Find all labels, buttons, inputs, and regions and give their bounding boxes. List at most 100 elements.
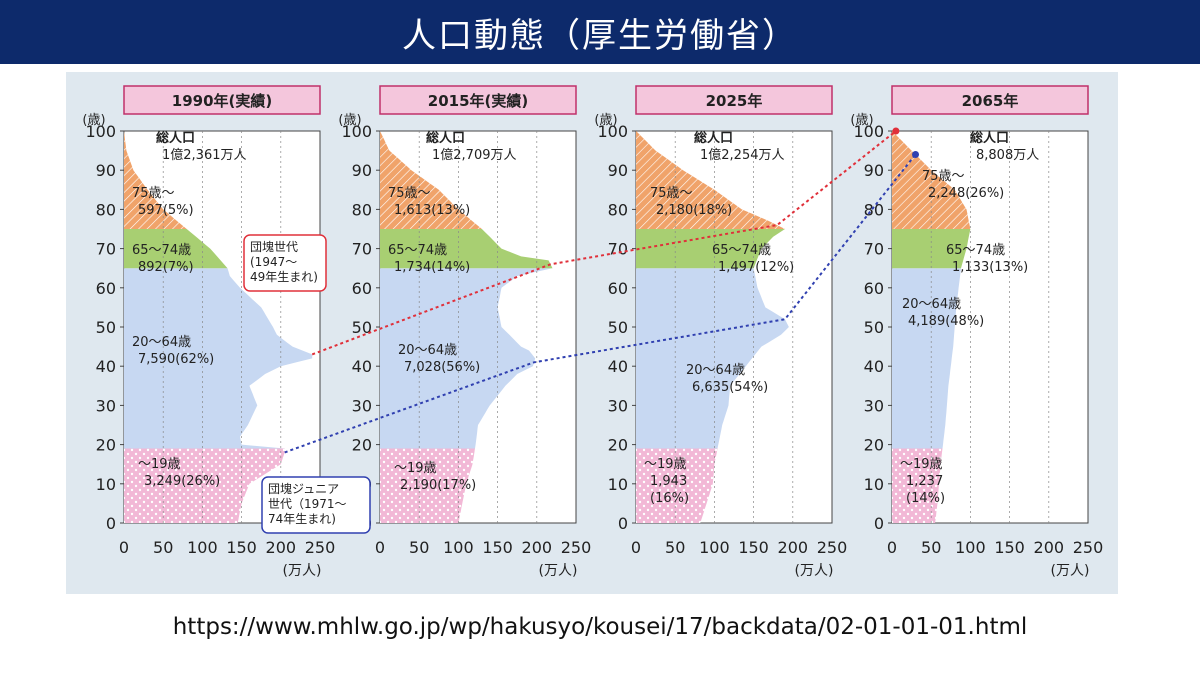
y-axis-unit: (歳) <box>594 113 617 128</box>
group-label: 75歳～ <box>922 169 965 184</box>
group-label: 65～74歳 <box>712 243 771 258</box>
callout-text: 74年生まれ) <box>268 512 336 526</box>
group-label: 20～64歳 <box>902 297 961 312</box>
y-tick-label: 80 <box>864 200 884 219</box>
x-tick-label: 100 <box>955 538 986 557</box>
y-tick-label: 50 <box>608 318 628 337</box>
source-url[interactable]: https://www.mhlw.go.jp/wp/hakusyo/kousei… <box>172 614 1028 640</box>
callout-text: 49年生まれ) <box>250 270 318 284</box>
x-tick-label: 150 <box>738 538 769 557</box>
group-value: 2,190(17%) <box>400 478 476 493</box>
total-label: 総人口 <box>694 130 733 146</box>
group-value: 1,133(13%) <box>952 260 1028 275</box>
group-label: ～19歳 <box>394 461 437 476</box>
y-tick-label: 60 <box>352 279 372 298</box>
group-value: (16%) <box>650 491 689 506</box>
y-tick-label: 40 <box>864 357 884 376</box>
x-tick-label: 0 <box>631 538 641 557</box>
panel-header-box <box>123 85 321 115</box>
y-tick-label: 30 <box>864 396 884 415</box>
y-tick-label: 10 <box>864 475 884 494</box>
y-tick-label: 90 <box>608 161 628 180</box>
x-tick-label: 0 <box>375 538 385 557</box>
group-value: 4,189(48%) <box>908 314 984 329</box>
y-tick-label: 40 <box>96 357 116 376</box>
total-label: 総人口 <box>970 130 1009 146</box>
group-label: 20～64歳 <box>398 343 457 358</box>
panel-header-label: 2025年 <box>706 92 763 110</box>
y-tick-label: 80 <box>96 200 116 219</box>
group-label: 20～64歳 <box>686 363 745 378</box>
x-tick-label: 250 <box>305 538 336 557</box>
group-label: 75歳～ <box>650 186 693 201</box>
x-tick-label: 50 <box>153 538 173 557</box>
page-title: 人口動態（厚生労働省） <box>0 0 1200 64</box>
arrow-line <box>284 153 917 454</box>
band-20-64 <box>892 268 961 449</box>
y-tick-label: 30 <box>352 396 372 415</box>
y-tick-label: 10 <box>96 475 116 494</box>
x-tick-label: 200 <box>522 538 553 557</box>
y-tick-label: 50 <box>864 318 884 337</box>
band-0-19 <box>636 448 718 523</box>
group-label: 75歳～ <box>132 186 175 201</box>
x-tick-label: 150 <box>482 538 513 557</box>
band-75plus <box>892 131 971 229</box>
y-tick-label: 70 <box>608 240 628 259</box>
group-label: 65～74歳 <box>132 243 191 258</box>
y-tick-label: 20 <box>352 436 372 455</box>
group-value: 1,734(14%) <box>394 260 470 275</box>
y-tick-label: 10 <box>608 475 628 494</box>
y-tick-label: 100 <box>85 122 116 141</box>
arrow-head <box>892 127 900 135</box>
y-tick-label: 30 <box>96 396 116 415</box>
y-tick-label: 0 <box>874 514 884 533</box>
y-tick-label: 90 <box>96 161 116 180</box>
band-0-19 <box>124 448 285 523</box>
x-tick-label: 250 <box>561 538 592 557</box>
x-tick-label: 0 <box>887 538 897 557</box>
band-65-74 <box>124 229 228 269</box>
group-value: 2,248(26%) <box>928 186 1004 201</box>
y-tick-label: 80 <box>352 200 372 219</box>
group-value: 1,943 <box>650 474 687 489</box>
band-75plus <box>124 131 187 229</box>
panel-header-label: 2065年 <box>962 92 1019 110</box>
group-label: ～19歳 <box>900 457 943 472</box>
panel-header-label: 2015年(実績) <box>428 92 528 110</box>
band-75plus <box>380 131 482 229</box>
x-tick-label: 50 <box>921 538 941 557</box>
x-tick-label: 150 <box>994 538 1025 557</box>
y-axis-unit: (歳) <box>82 113 105 128</box>
x-axis-unit: (万人) <box>795 563 834 579</box>
band-65-74 <box>892 229 971 269</box>
junior-arrow <box>284 151 920 454</box>
y-tick-label: 70 <box>864 240 884 259</box>
y-tick-label: 70 <box>96 240 116 259</box>
band-65-74 <box>636 229 785 269</box>
total-value: 1億2,254万人 <box>700 147 785 163</box>
group-label: 65～74歳 <box>388 243 447 258</box>
callout-box <box>243 234 327 292</box>
x-tick-label: 150 <box>226 538 257 557</box>
total-value: 1億2,361万人 <box>162 147 247 163</box>
y-tick-label: 50 <box>96 318 116 337</box>
group-label: 20～64歳 <box>132 335 191 350</box>
x-axis-unit: (万人) <box>539 563 578 579</box>
x-tick-label: 200 <box>778 538 809 557</box>
y-tick-label: 0 <box>106 514 116 533</box>
band-65-74 <box>380 229 553 269</box>
group-value: 597(5%) <box>138 203 194 218</box>
group-value: 1,497(12%) <box>718 260 794 275</box>
y-tick-label: 100 <box>853 122 884 141</box>
group-value: 892(7%) <box>138 260 194 275</box>
y-axis-unit: (歳) <box>338 113 361 128</box>
x-tick-label: 100 <box>699 538 730 557</box>
x-axis-unit: (万人) <box>1051 563 1090 579</box>
group-value: 1,237 <box>906 474 943 489</box>
band-75plus <box>636 131 785 229</box>
chart-panel: 2015年(実績)0102030405060708090100(歳)050100… <box>338 85 592 579</box>
